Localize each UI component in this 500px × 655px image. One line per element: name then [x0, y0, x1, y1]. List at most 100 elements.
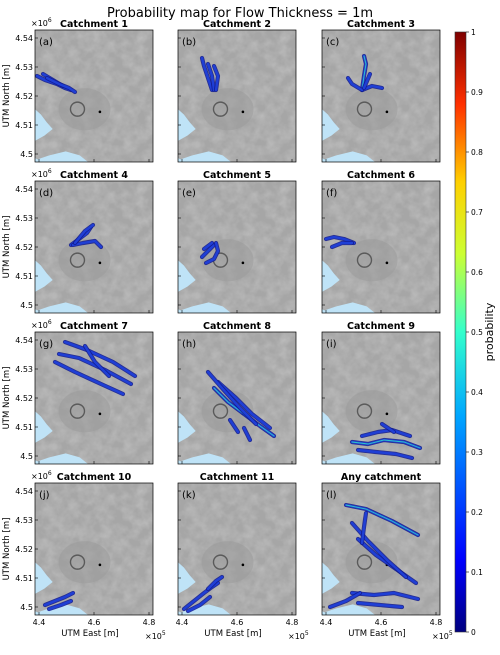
flow-path-core: [242, 426, 252, 442]
panel-grid: (a) Catchment 1 4.54 4.53 4.52 4.51 4.5 ×106 UTM…: [2, 17, 453, 641]
flow-probability-8: [205, 369, 277, 443]
y-exponent-power: 6: [48, 168, 52, 175]
y-exponent: ×106: [31, 319, 52, 330]
flow-probability-4: [68, 222, 104, 250]
flow-probability-6: [323, 234, 357, 250]
panel-3: (c) Catchment 3: [321, 19, 441, 163]
x-exponent: ×105: [288, 630, 309, 641]
flow-path-core: [350, 521, 408, 579]
y-exponent: ×106: [31, 168, 52, 179]
panel-title: Catchment 3: [347, 19, 415, 30]
panel-title: Catchment 6: [347, 170, 415, 181]
x-tick-label: 4.4: [320, 618, 333, 627]
flow-probability-1: [35, 71, 78, 95]
x-tick-label: 4.6: [231, 618, 244, 627]
x-tick-label: 4.8: [143, 618, 156, 627]
flow-path-core: [356, 601, 404, 609]
flow-path-core: [202, 241, 214, 251]
panel-title: Catchment 2: [203, 19, 271, 30]
y-exponent: ×106: [31, 17, 52, 28]
x-exponent-power: 5: [449, 630, 453, 637]
panel-label: (f): [326, 188, 337, 199]
flow-path-core: [200, 243, 216, 259]
y-axis-label: UTM North [m]: [2, 367, 12, 430]
flow-probability-9: [349, 421, 423, 461]
reference-point: [98, 110, 102, 114]
reference-point: [98, 261, 102, 265]
panel-label: (h): [182, 339, 196, 350]
panel-10: (j) Catchment 10 4.54 4.53 4.52 4.51 4.54.4 4.6…: [2, 470, 166, 641]
panel-title: Catchment 1: [60, 19, 128, 30]
panel-map-area: [35, 30, 153, 162]
y-tick-label: 4.51: [15, 121, 33, 130]
panel-map-area: [35, 181, 153, 313]
colorbar-tick-label: 0.2: [471, 508, 483, 517]
volcano-crater: [212, 403, 229, 419]
y-tick-label: 4.5: [20, 301, 33, 310]
y-tick-label: 4.51: [15, 423, 33, 432]
flow-path-core: [356, 448, 414, 460]
y-exponent-power: 6: [48, 17, 52, 24]
panel-label: (d): [39, 188, 53, 199]
volcano-crater: [212, 554, 229, 570]
panel-12: (l) Any catchment 4.4 4.6 4.8 UTM East [m] ×10…: [320, 472, 453, 641]
colorbar-tick-label: 0.5: [471, 328, 483, 337]
flow-path-core: [360, 428, 412, 438]
panel-map-area: [178, 181, 296, 313]
volcano-crater: [356, 403, 373, 419]
volcano-crater: [69, 252, 86, 268]
reference-point: [241, 563, 245, 567]
panel-title: Catchment 4: [60, 170, 128, 181]
flow-path-core: [200, 56, 214, 92]
x-tick-label: 4.4: [33, 618, 46, 627]
x-exponent: ×105: [145, 630, 166, 641]
reference-point: [98, 412, 102, 416]
y-tick-label: 4.51: [15, 272, 33, 281]
y-tick-label: 4.5: [20, 603, 33, 612]
panel-label: (j): [39, 490, 50, 501]
y-tick-label: 4.53: [15, 516, 33, 525]
flow-path-core: [350, 591, 420, 601]
panel-label: (a): [39, 37, 53, 48]
y-tick-label: 4.53: [15, 365, 33, 374]
panel-6: (f) Catchment 6: [321, 170, 441, 314]
panel-map-area: [35, 332, 153, 464]
volcano-crater: [69, 554, 86, 570]
y-tick-label: 4.54: [15, 487, 33, 496]
panel-map-area: [322, 181, 440, 313]
flow-path-core: [228, 418, 240, 434]
flow-path-core: [73, 223, 95, 245]
flow-path-core: [346, 76, 364, 92]
flow-path-core: [328, 591, 362, 609]
reference-point: [241, 110, 245, 114]
flow-path-core: [330, 241, 354, 249]
y-axis-label: UTM North [m]: [2, 518, 12, 581]
panel-11: (k) Catchment 11 4.4 4.6 4.8 UTM East [m] ×105: [176, 472, 309, 641]
flow-path-core: [362, 72, 372, 90]
flow-probability-3: [345, 53, 385, 93]
y-axis-label: UTM North [m]: [2, 216, 12, 279]
flow-probability-11: [181, 574, 225, 614]
flow-path-core: [63, 340, 137, 378]
flow-path-core: [360, 511, 368, 545]
flow-probability-12: [327, 502, 421, 610]
panel-title: Catchment 9: [347, 321, 415, 332]
volcano-crater: [69, 403, 86, 419]
panel-7: (g) Catchment 7 4.54 4.53 4.52 4.51 4.5 ×106 UTM…: [2, 319, 154, 465]
colorbar-ticks: 1 0.9 0.8 0.7 0.6 0.5 0.4 0.3 0.2 0.1 0: [466, 28, 483, 637]
colorbar-label: probability: [483, 302, 496, 361]
x-axis-label: UTM East [m]: [348, 629, 405, 639]
colorbar-tick-label: 0.6: [471, 268, 483, 277]
flow-path-core: [45, 76, 77, 94]
flow-probability-7: [52, 339, 138, 397]
flow-probability-5: [199, 240, 221, 266]
panel-label: (c): [326, 37, 339, 48]
y-tick-label: 4.5: [20, 150, 33, 159]
panel-title: Any catchment: [341, 472, 422, 483]
flow-path-core: [206, 575, 224, 591]
flow-path-high: [351, 439, 421, 449]
x-exponent-power: 5: [305, 630, 309, 637]
panel-label: (b): [182, 37, 196, 48]
x-tick-label: 4.8: [430, 618, 443, 627]
y-tick-label: 4.52: [15, 545, 33, 554]
